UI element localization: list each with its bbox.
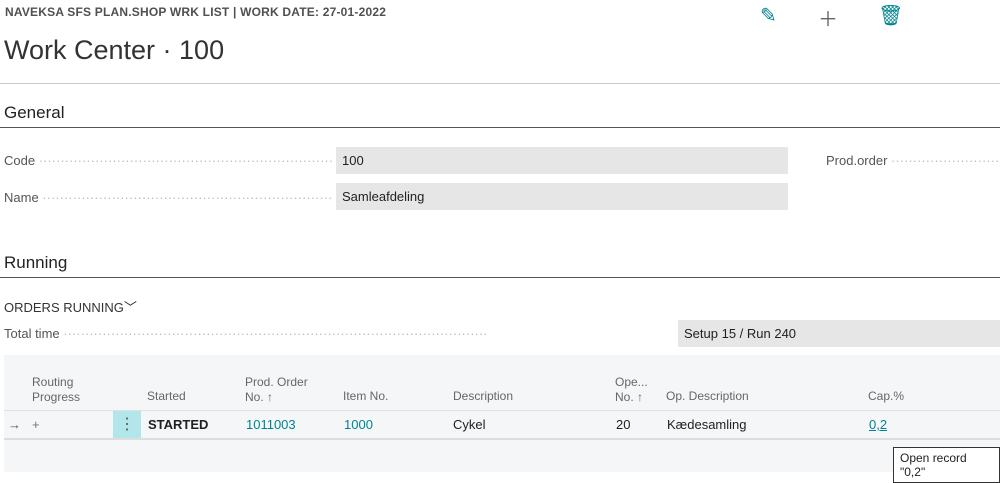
col-operation-no[interactable]: Ope... No. ↑ (615, 375, 648, 405)
h: Prod. Order (245, 375, 308, 389)
op-no-cell: 20 (616, 417, 631, 432)
prod-order-label: Prod.order (826, 153, 1000, 168)
description-cell: Cykel (453, 417, 486, 432)
h: No. ↑ (615, 390, 644, 404)
row-menu-icon[interactable]: ⋮ (113, 411, 141, 438)
item-no-link[interactable]: 1000 (344, 417, 373, 432)
col-item-no[interactable]: Item No. (343, 389, 389, 403)
section-running[interactable]: Running (4, 253, 68, 272)
orders-table: Routing Progress Started Prod. Order No. ↑… (4, 355, 1000, 472)
total-time-label: Total time (4, 326, 674, 341)
code-label: Code (4, 153, 334, 168)
col-started[interactable]: Started (147, 389, 186, 403)
h: Ope... (615, 375, 648, 389)
col-routing-progress[interactable]: Routing Progress (32, 375, 80, 405)
name-field[interactable]: Samleafdeling (336, 183, 788, 210)
chevron-down-icon: ﹀ (123, 300, 137, 315)
col-description[interactable]: Description (453, 389, 514, 403)
table-row[interactable]: → + ⋮ STARTED 1011003 1000 Cykel 20 Kæde… (4, 410, 1000, 440)
col-op-description[interactable]: Op. Description (666, 389, 749, 403)
cap-link[interactable]: 0,2 (869, 417, 888, 432)
plus-icon[interactable]: ＋ (818, 9, 838, 31)
started-cell: STARTED (148, 417, 209, 432)
h: Progress (32, 390, 81, 404)
total-time-field: Setup 15 / Run 240 (678, 320, 1000, 347)
prod-order-link[interactable]: 1011003 (246, 417, 296, 432)
col-prod-order-no[interactable]: Prod. Order No. ↑ (245, 375, 308, 405)
h: Routing (32, 375, 74, 389)
page-caption: NAVEKSA SFS PLAN.SHOP WRK LIST | WORK DA… (5, 5, 387, 19)
pencil-icon[interactable]: ✎ (760, 5, 777, 27)
name-label: Name (4, 190, 334, 205)
code-field[interactable]: 100 (336, 147, 788, 174)
orders-running-menu[interactable]: ORDERS RUNNING﹀ (4, 297, 137, 316)
h: No. ↑ (245, 390, 274, 404)
section-general[interactable]: General (4, 103, 65, 122)
plus-icon[interactable]: + (32, 417, 40, 432)
page-title: Work Center · 100 (4, 35, 225, 65)
tooltip: Open record "0,2" (893, 447, 1000, 483)
trash-icon[interactable]: 🗑 (878, 5, 904, 27)
col-cap-percent[interactable]: Cap.% (868, 389, 905, 403)
orders-running-label: ORDERS RUNNING (4, 300, 124, 315)
op-description-cell: Kædesamling (667, 417, 747, 432)
arrow-right-icon: → (8, 417, 21, 432)
